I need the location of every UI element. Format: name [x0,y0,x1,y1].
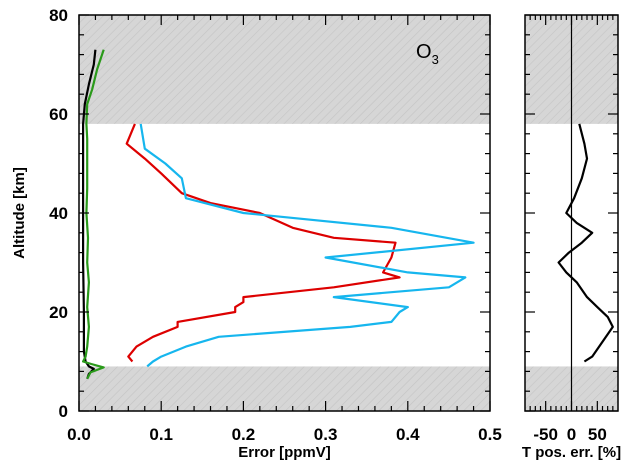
temperature-position-error-panel: -50 0 50 T pos. err. [%] [522,14,621,461]
main-x-tick-label: 0.3 [314,425,338,444]
main-x-tick-label: 0.4 [396,425,420,444]
main-y-tick-label: 60 [49,105,68,124]
side-x-tick-label: 50 [588,425,607,444]
main-y-tick-label: 0 [59,402,68,421]
species-label: O3 [416,41,439,67]
main-series-green-line [81,49,105,380]
side-series-black-line [557,123,614,363]
main-series-red-line [125,123,401,363]
side-plot-frame [524,14,619,412]
shaded-regions [79,15,490,411]
y-axis-title: Altitude [km] [11,167,28,259]
main-plot-frame [78,14,491,412]
main-series-black-line [81,49,97,380]
error-profile-panel: 0.0 0.1 0.2 0.3 0.4 0.5 0 20 40 60 80 Error [ppmV… [11,6,502,461]
main-y-tick-label: 40 [49,204,68,223]
main-y-tick-labels: 0 20 40 60 80 [49,6,68,421]
side-x-tick-labels: -50 0 50 [533,425,606,444]
t-pos-error-series [557,123,614,363]
main-x-tick-label: 0.5 [478,425,502,444]
main-x-tick-labels: 0.0 0.1 0.2 0.3 0.4 0.5 [67,425,502,444]
main-x-tick-label: 0.1 [149,425,173,444]
error-series [81,49,475,380]
main-shaded-band-0 [79,366,490,411]
main-y-tick-label: 80 [49,6,68,25]
main-series-cyan-line [139,123,475,368]
main-shaded-band-1 [79,15,490,124]
side-x-axis-title: T pos. err. [%] [522,444,621,461]
side-x-tick-label: -50 [533,425,558,444]
main-x-axis-title: Error [ppmV] [238,444,331,461]
main-x-tick-label: 0.0 [67,425,91,444]
species-subscript: 3 [432,52,439,67]
side-x-tick-label: 0 [567,425,576,444]
main-y-tick-label: 20 [49,303,68,322]
main-x-tick-label: 0.2 [232,425,256,444]
species-symbol: O [416,41,432,63]
